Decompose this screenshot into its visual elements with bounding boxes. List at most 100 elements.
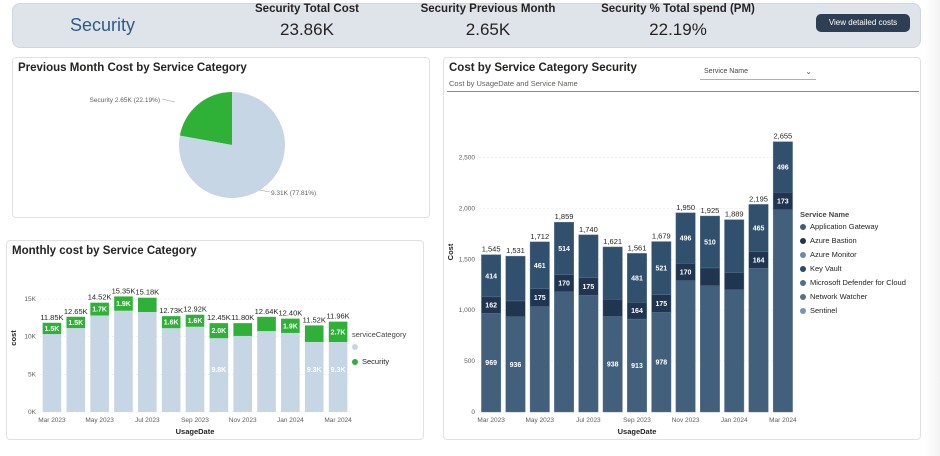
x-tick-label: Sep 2023 [181,417,209,424]
stacked-legend-item[interactable]: Azure Monitor [800,250,918,259]
legend-dot-icon [800,266,806,273]
bar-label-bg [629,305,645,316]
bar-security [233,323,252,336]
bar-segment [700,267,720,286]
stacked-legend-item[interactable]: Azure Bastion [800,236,918,245]
stacked-chart-title: Cost by Service Category Security [449,62,637,74]
bar-other [138,312,157,412]
kpi-percent-spend: Security % Total spend (PM) 22.19% [598,3,758,40]
bar-total-label: 12.45K [207,313,231,322]
pie-label-other: 9.31K (77.81%) [271,190,316,197]
view-detailed-costs-button[interactable]: View detailed costs [816,14,910,32]
bar-label-bg [186,315,204,326]
bar-total-label: 12.40K [278,309,302,318]
bar-total-label: 11.52K [303,315,326,324]
bar-label-bg [774,195,791,206]
stacked-legend-item[interactable]: Key Vault [800,264,918,273]
y-tick-label: 15K [24,296,36,303]
bar-total-label: 14.52K [88,293,112,302]
x-tick-label: Mar 2023 [38,417,66,424]
y-tick-label: 10K [24,334,36,341]
bar-segment-label: 164 [631,308,643,315]
bar-label-bg [42,323,61,334]
bar-other [209,338,229,412]
legend-label: Azure Bastion [810,236,857,245]
bar-label-bg [507,359,524,370]
stacked-legend-item[interactable]: Sentinel [800,306,918,315]
y-axis-title: Cost [446,243,455,260]
chevron-down-icon: ⌄ [805,67,812,76]
bar-security-label: 1.9K [283,323,298,330]
bar-other [114,310,133,412]
kpi-label: Security Previous Month [420,3,556,15]
bar-label-bg [483,300,500,311]
bar-total-label: 12.73K [159,306,183,315]
bar-total-label: 12.92K [183,305,207,314]
bar-security-label: 2.0K [211,328,226,335]
y-tick-label: 1,500 [459,256,476,263]
service-name-dropdown[interactable]: Service Name ⌄ [700,65,816,80]
bar-security-label: 1.6K [188,318,203,325]
bar-segment-label: 175 [534,295,546,302]
bar-label-bg [329,326,348,337]
bar-segment-label: 913 [631,363,643,370]
bar-total-label: 2,655 [773,132,792,141]
monthly-legend-item-other[interactable] [352,342,362,351]
bar-other-label: 9.8K [211,367,226,374]
y-axis-title: cost [9,330,18,346]
bar-other [185,326,205,412]
bar-total-label: 1,950 [676,203,695,212]
x-tick-label: Jan 2024 [277,417,304,424]
bar-security [304,325,324,342]
stacked-legend-item[interactable]: Microsoft Defender for Cloud [800,278,918,287]
bar-segment-label: 162 [485,303,497,310]
bar-other [90,315,109,412]
bar-other [304,341,324,412]
bar-segment-label: 938 [607,362,619,369]
legend-label: Application Gateway [810,222,879,231]
y-tick-label: 5K [28,371,37,378]
stacked-legend-item[interactable]: Network Watcher [800,292,918,301]
pie-leader-line [161,98,176,103]
bar-total-label: 1,621 [603,237,622,246]
bar-security [257,316,276,332]
bar-segment [724,289,745,413]
x-tick-label: Nov 2023 [229,417,257,424]
bar-label-bg [701,236,718,247]
kpi-label: Security Total Cost [255,3,359,15]
bar-label-bg [114,298,133,309]
bar-segment-label: 465 [753,226,765,233]
bar-segment-label: 164 [753,258,765,265]
stacked-legend-item[interactable]: Application Gateway [800,222,918,231]
bar-segment-label: 461 [534,263,546,270]
bar-security [138,297,157,313]
pie-leader-line [258,189,271,193]
pie-chart: Security 2.65K (22.19%) 9.31K (77.81%) [90,92,316,198]
bar-label-bg [483,270,500,281]
bar-total-label: 1,531 [506,246,525,255]
bar-total-label: 11.80K [231,313,254,322]
bar-segment-label: 173 [777,198,789,205]
bar-security-label: 1.6K [164,320,179,327]
x-tick-label: Mar 2024 [769,417,797,424]
bar-total-label: 2,195 [749,194,768,203]
legend-dot-icon [352,344,358,351]
bar-label-bg [653,357,670,368]
bar-label-bg [653,263,670,274]
bar-segment-label: 514 [558,246,570,253]
bar-segment-label: 496 [777,164,789,171]
bar-other [161,328,181,412]
bar-label-bg [556,243,573,254]
bar-segment [700,285,720,413]
page-title: Security [70,15,136,35]
bar-total-label: 12.65K [64,307,88,316]
bar-label-bg [162,317,181,328]
bar-segment [505,255,526,302]
monthly-legend-item-security[interactable]: Security [352,357,389,366]
bar-label-bg [580,281,597,292]
bar-segment [505,300,526,317]
bar-segment [578,234,599,278]
bar-total-label: 11.96K [326,312,349,321]
legend-dot-icon [800,238,806,245]
bar-segment [724,219,745,273]
